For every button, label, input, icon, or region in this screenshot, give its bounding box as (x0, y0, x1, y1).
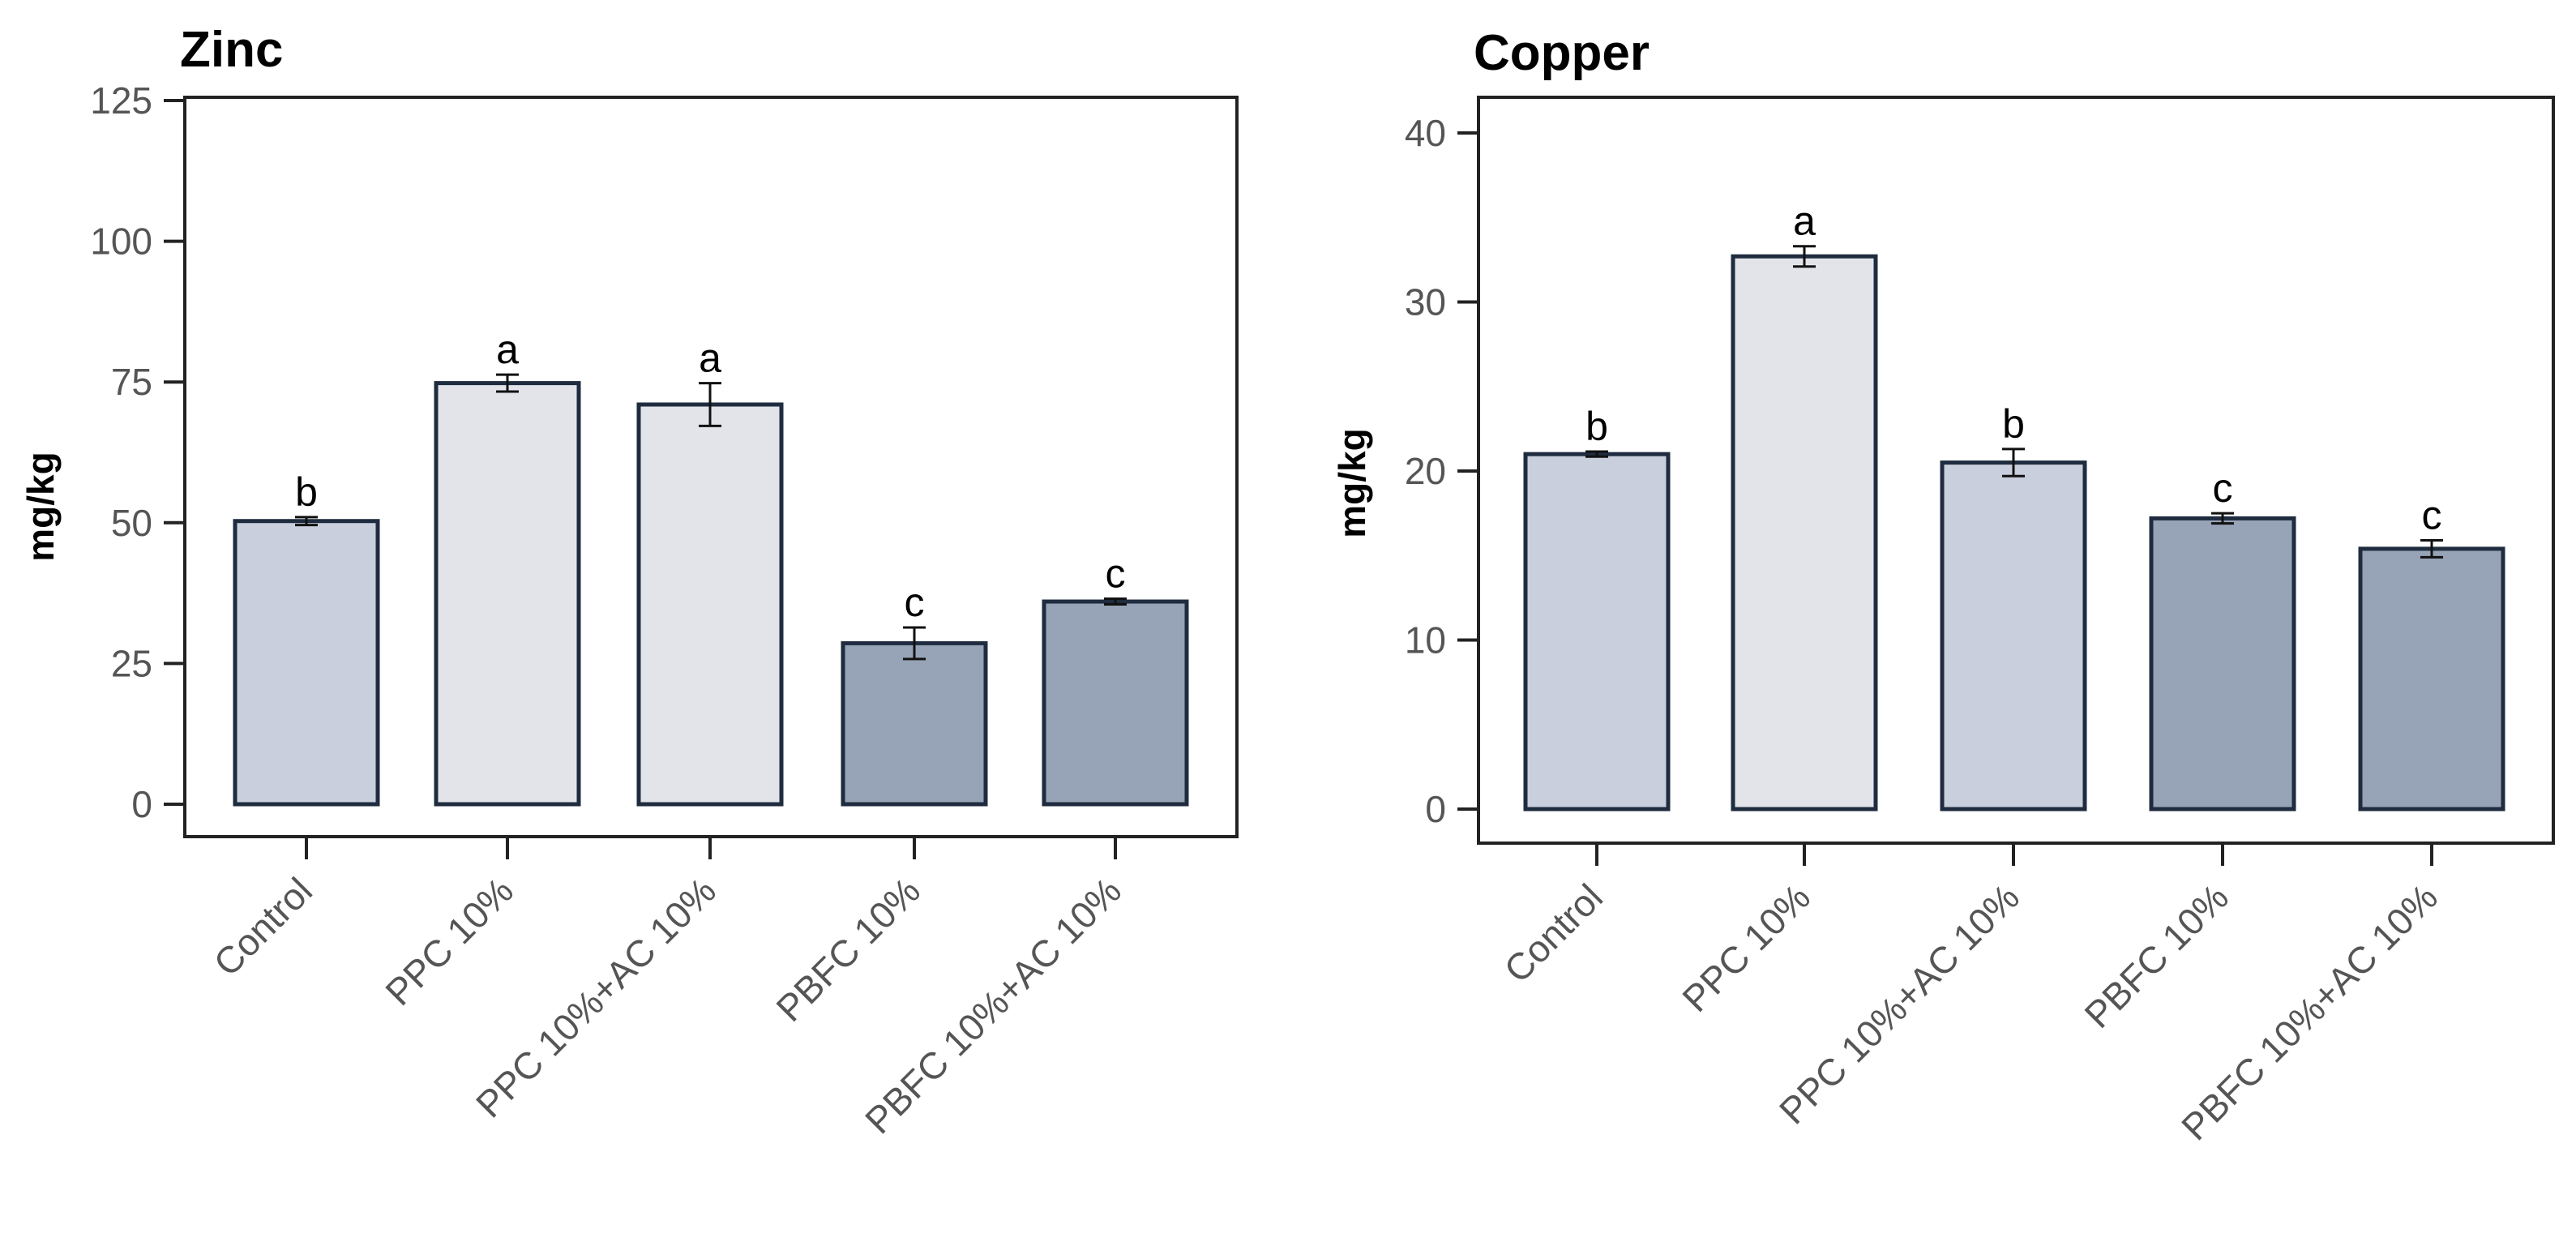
significance-letter: b (1585, 404, 1608, 449)
significance-letter: a (1793, 199, 1816, 244)
y-tick-label: 10 (1405, 619, 1446, 662)
y-tick-label: 100 (90, 221, 152, 263)
y-tick-label: 125 (90, 79, 152, 122)
bar (636, 402, 784, 807)
y-axis-label: mg/kg (1331, 428, 1373, 537)
bar (2149, 516, 2296, 812)
bar (1042, 599, 1189, 807)
bar (1940, 460, 2087, 812)
x-tick-label: Control (1496, 876, 1611, 991)
bar (1731, 254, 1878, 812)
x-tick-label: PBFC 10% (768, 869, 928, 1030)
zinc-chart-panel: Zinc mg/kg 0 25 50 75 100 125 b Control a PPC 10%… (19, 22, 1239, 1141)
y-tick-label: 0 (131, 783, 152, 825)
chart-title: Zinc (180, 22, 283, 78)
bar (841, 640, 988, 807)
y-tick-label: 25 (111, 642, 152, 684)
chart-title: Copper (1474, 25, 1650, 81)
x-tick-label: Control (205, 869, 320, 984)
significance-letter: c (905, 580, 925, 625)
y-tick-label: 20 (1405, 450, 1446, 492)
x-tick-label: PBFC 10% (2076, 876, 2236, 1036)
significance-letter: b (2002, 401, 2025, 447)
y-tick-label: 30 (1405, 281, 1446, 323)
significance-letter: c (1106, 551, 1126, 597)
bar (2358, 546, 2505, 812)
significance-letter: c (2213, 465, 2233, 511)
x-tick-label: PPC 10% (1674, 876, 1818, 1020)
bar (233, 519, 380, 807)
y-tick-label: 40 (1405, 112, 1446, 154)
bar (1523, 452, 1671, 812)
significance-letter: a (699, 336, 721, 381)
significance-letter: a (496, 327, 519, 372)
copper-chart-panel: Copper mg/kg 0 10 20 30 40 b Control a PPC 10% b P… (1331, 25, 2555, 1148)
y-tick-label: 50 (111, 502, 152, 544)
x-tick-label: PPC 10% (377, 869, 521, 1013)
bar (434, 381, 581, 807)
y-tick-label: 0 (1425, 788, 1446, 830)
significance-letter: c (2422, 492, 2442, 537)
significance-letter: b (295, 469, 318, 515)
y-axis-label: mg/kg (19, 452, 62, 561)
y-tick-label: 75 (111, 361, 152, 403)
